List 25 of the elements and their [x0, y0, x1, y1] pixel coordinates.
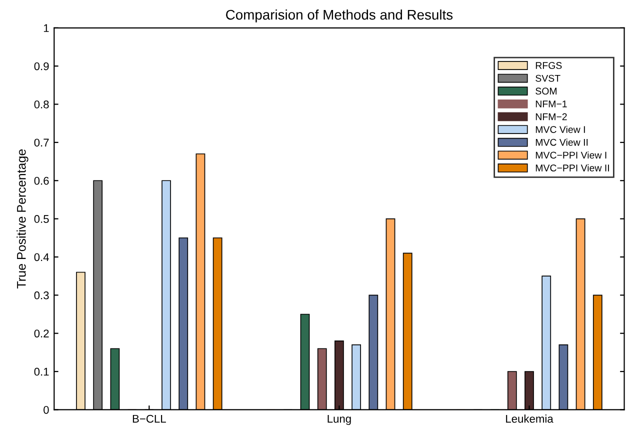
- legend-label: SOM: [536, 88, 556, 95]
- y-tick-label: 0.2: [34, 330, 49, 338]
- y-tick-label: 0.6: [34, 176, 49, 185]
- legend-label: NFM−2: [536, 113, 567, 120]
- y-tick-label: 0.9: [34, 62, 49, 70]
- y-tick-label: 0.8: [34, 100, 49, 108]
- chart-title: Comparision of Methods and Results: [226, 9, 453, 22]
- x-tick-label: B−CLL: [132, 414, 166, 423]
- y-tick-label: 0: [44, 406, 49, 414]
- legend-label: NFM−1: [536, 100, 567, 108]
- y-axis-title: True Positive Percentage: [16, 149, 28, 288]
- legend-label: MVC−PPI View II: [536, 164, 609, 172]
- y-tick-label: 0.3: [34, 291, 49, 300]
- x-tick-label: Lung: [328, 414, 351, 425]
- x-tick-label: Leukemia: [506, 414, 554, 423]
- legend-label: MVC View I: [536, 126, 585, 133]
- legend-label: RFGS: [536, 62, 562, 69]
- y-tick-label: 0.4: [34, 253, 49, 262]
- legend-label: MVC−PPI View I: [536, 151, 606, 159]
- legend-label: SVST: [536, 74, 560, 82]
- legend-label: MVC View II: [536, 138, 588, 146]
- y-tick-label: 0.5: [34, 215, 49, 223]
- y-tick-label: 1: [44, 24, 49, 32]
- y-tick-label: 0.1: [34, 368, 49, 376]
- y-tick-label: 0.7: [34, 138, 49, 147]
